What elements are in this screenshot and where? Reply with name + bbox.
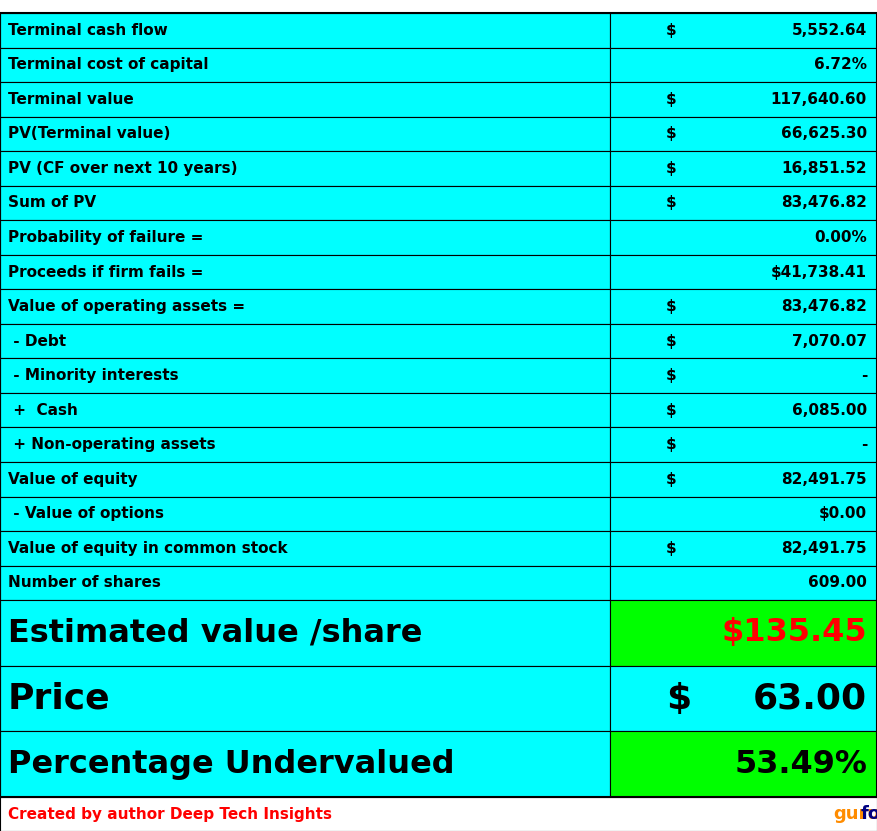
Text: $: $ xyxy=(666,472,676,487)
Text: 53.49%: 53.49% xyxy=(734,749,867,779)
Text: Price: Price xyxy=(8,681,111,715)
Bar xyxy=(610,731,877,797)
Text: Estimated value /share: Estimated value /share xyxy=(8,617,423,648)
Bar xyxy=(610,358,877,393)
Text: Sum of PV: Sum of PV xyxy=(8,195,96,210)
Text: +  Cash: + Cash xyxy=(8,403,78,418)
Bar xyxy=(0,151,610,185)
Text: 609.00: 609.00 xyxy=(808,575,867,590)
Bar xyxy=(0,731,610,797)
Text: $: $ xyxy=(666,299,676,314)
Bar xyxy=(0,82,610,116)
Bar xyxy=(0,666,610,731)
Bar xyxy=(0,566,610,600)
Text: PV (CF over next 10 years): PV (CF over next 10 years) xyxy=(8,161,238,176)
Bar xyxy=(610,324,877,358)
Bar xyxy=(610,82,877,116)
Bar xyxy=(0,358,610,393)
Text: Value of operating assets =: Value of operating assets = xyxy=(8,299,246,314)
Bar xyxy=(0,289,610,324)
Text: $: $ xyxy=(666,333,676,349)
Bar xyxy=(0,220,610,255)
Text: 83,476.82: 83,476.82 xyxy=(781,195,867,210)
Text: 0.00%: 0.00% xyxy=(814,230,867,245)
Text: - Minority interests: - Minority interests xyxy=(8,368,179,383)
Bar xyxy=(610,255,877,289)
Bar xyxy=(610,600,877,666)
Text: $: $ xyxy=(666,92,676,107)
Text: 16,851.52: 16,851.52 xyxy=(781,161,867,176)
Bar xyxy=(0,47,610,82)
Text: $: $ xyxy=(666,681,691,715)
Text: Number of shares: Number of shares xyxy=(8,575,160,590)
Text: 66,625.30: 66,625.30 xyxy=(781,126,867,141)
Bar xyxy=(610,566,877,600)
Bar xyxy=(0,797,877,831)
Text: -: - xyxy=(860,437,867,452)
Text: $: $ xyxy=(666,126,676,141)
Bar xyxy=(0,255,610,289)
Text: $: $ xyxy=(666,22,676,37)
Text: Value of equity: Value of equity xyxy=(8,472,138,487)
Text: 83,476.82: 83,476.82 xyxy=(781,299,867,314)
Text: $: $ xyxy=(666,368,676,383)
Text: - Debt: - Debt xyxy=(8,333,66,349)
Text: $0.00: $0.00 xyxy=(819,506,867,521)
Bar xyxy=(610,462,877,497)
Bar xyxy=(610,497,877,531)
Text: Proceeds if firm fails =: Proceeds if firm fails = xyxy=(8,264,203,279)
Text: 82,491.75: 82,491.75 xyxy=(781,472,867,487)
Bar xyxy=(0,13,610,47)
Bar xyxy=(0,497,610,531)
Text: Terminal value: Terminal value xyxy=(8,92,134,107)
Bar xyxy=(610,151,877,185)
Bar xyxy=(0,531,610,566)
Text: 117,640.60: 117,640.60 xyxy=(771,92,867,107)
Text: $: $ xyxy=(666,195,676,210)
Text: $135.45: $135.45 xyxy=(722,617,867,648)
Text: $: $ xyxy=(666,403,676,418)
Text: + Non-operating assets: + Non-operating assets xyxy=(8,437,216,452)
Text: 7,070.07: 7,070.07 xyxy=(792,333,867,349)
Bar xyxy=(0,427,610,462)
Text: PV(Terminal value): PV(Terminal value) xyxy=(8,126,170,141)
Text: - Value of options: - Value of options xyxy=(8,506,164,521)
Bar xyxy=(610,13,877,47)
Bar xyxy=(610,393,877,427)
Text: Value of equity in common stock: Value of equity in common stock xyxy=(8,541,288,556)
Text: $: $ xyxy=(666,541,676,556)
Bar xyxy=(0,116,610,151)
Bar xyxy=(610,531,877,566)
Text: 5,552.64: 5,552.64 xyxy=(792,22,867,37)
Bar xyxy=(0,462,610,497)
Bar xyxy=(0,324,610,358)
Bar xyxy=(610,47,877,82)
Text: Created by author Deep Tech Insights: Created by author Deep Tech Insights xyxy=(8,807,332,822)
Bar xyxy=(610,289,877,324)
Text: Terminal cost of capital: Terminal cost of capital xyxy=(8,57,209,72)
Bar xyxy=(0,185,610,220)
Text: 82,491.75: 82,491.75 xyxy=(781,541,867,556)
Text: $: $ xyxy=(666,161,676,176)
Text: Percentage Undervalued: Percentage Undervalued xyxy=(8,749,454,779)
Text: 6,085.00: 6,085.00 xyxy=(792,403,867,418)
Bar xyxy=(0,393,610,427)
Bar xyxy=(0,600,610,666)
Text: Terminal cash flow: Terminal cash flow xyxy=(8,22,168,37)
Text: 63.00: 63.00 xyxy=(752,681,867,715)
Bar xyxy=(610,427,877,462)
Bar xyxy=(610,116,877,151)
Text: focus: focus xyxy=(861,805,877,823)
Text: -: - xyxy=(860,368,867,383)
Text: $: $ xyxy=(666,437,676,452)
Text: $41,738.41: $41,738.41 xyxy=(771,264,867,279)
Bar xyxy=(610,220,877,255)
Text: 6.72%: 6.72% xyxy=(814,57,867,72)
Bar xyxy=(610,185,877,220)
Text: guru: guru xyxy=(833,805,877,823)
Text: Probability of failure =: Probability of failure = xyxy=(8,230,203,245)
Bar xyxy=(610,666,877,731)
